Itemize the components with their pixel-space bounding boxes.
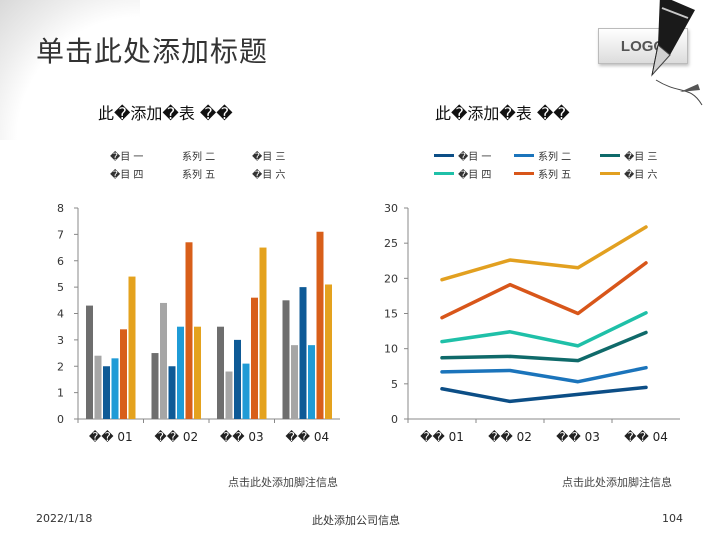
bar [120,329,127,419]
bar [225,371,233,419]
bar-chart-title[interactable]: 此�添加�表 �� [98,104,233,123]
legend-swatch [600,172,620,175]
legend-swatch [514,154,534,157]
bar-y-tick-label: 7 [57,228,64,241]
bar [185,242,193,419]
bar-y-tick-label: 8 [57,202,64,215]
bar [282,300,290,419]
line-chart-legend: �目 一 系列 二 �目 三 �目 四 系列 五 �目 六 [434,148,684,182]
legend-swatch [434,154,454,157]
page-curl-decoration [0,0,140,140]
line-y-tick-label: 15 [384,308,398,321]
bar [194,326,201,419]
bar [242,363,250,419]
bar [217,326,224,419]
line-legend-item-6: �目 六 [600,166,657,181]
series-line [440,365,648,384]
bar [168,366,176,419]
series-line [440,385,648,404]
bar [103,366,110,419]
bar [259,247,267,419]
bar-legend-item-4: �目 四 [110,170,144,181]
fountain-pen-icon [651,0,703,106]
line-chart[interactable]: 0 5 10 15 20 25 30 �� 01 �� 02 �� 03 �� 04 [370,195,690,455]
bar [177,326,184,419]
footer-page-number[interactable]: 104 [662,512,683,525]
line-x-tick-label: �� 04 [624,430,668,444]
bar-legend-item-5: 系列 五 [182,170,216,181]
line-y-tick-label: 10 [384,343,398,356]
footer-company[interactable]: 此处添加公司信息 [312,514,400,527]
bar [291,345,298,419]
bar-legend-item-6: �目 六 [252,170,286,181]
line-legend-item-1: �目 一 [434,148,491,163]
series-line [440,261,648,320]
bar [316,231,324,419]
line-y-tick-label: 25 [384,237,398,250]
line-x-tick-label: �� 03 [556,430,600,444]
bar-y-tick-label: 3 [57,334,64,347]
bar [160,302,167,419]
bar-y-tick-label: 2 [57,360,64,373]
legend-swatch [434,172,454,175]
bar [111,358,119,419]
bar [128,276,136,419]
bar-legend-item-2: 系列 二 [182,152,216,163]
bar [151,353,159,419]
bar-chart-legend: �目 一 系列 二 �目 三 �目 四 系列 五 �目 六 [110,148,310,182]
line-legend-item-2: 系列 二 [514,148,571,163]
bar-legend-item-3: �目 三 [252,152,286,163]
legend-swatch [514,172,534,175]
bar [234,339,241,419]
bar-legend-item-1: �目 一 [110,152,144,163]
bar [251,297,258,419]
line-x-tick-label: �� 01 [420,430,464,444]
bar-x-tick-label: �� 03 [220,430,264,444]
line-y-tick-label: 0 [391,413,398,426]
line-y-tick-label: 20 [384,272,398,285]
page-title[interactable]: 单击此处添加标题 [36,35,269,68]
line-x-tick-label: �� 02 [488,430,532,444]
line-chart-title[interactable]: 此�添加�表 �� [435,104,570,123]
bar-y-tick-label: 1 [57,387,64,400]
series-line [440,311,648,348]
bar-y-tick-label: 5 [57,281,64,294]
bar-y-tick-label: 6 [57,255,64,268]
bar-x-tick-label: �� 04 [285,430,329,444]
bar-chart-footnote[interactable]: 点击此处添加脚注信息 [228,476,338,489]
bar-chart[interactable]: 0 1 2 3 4 5 6 7 8 �� 01 �� 02 �� 03 �� 04 [40,195,350,455]
line-legend-item-3: �目 三 [600,148,657,163]
series-line [440,330,648,363]
bar [299,287,307,419]
logo-text: LOGO [620,37,666,55]
footer-date[interactable]: 2022/1/18 [36,512,93,525]
bar [308,345,315,419]
bar [94,355,102,419]
line-chart-footnote[interactable]: 点击此处添加脚注信息 [562,476,672,489]
bar-x-tick-label: �� 01 [89,430,133,444]
bar [86,305,93,419]
bar-y-tick-label: 4 [57,308,64,321]
series-line [440,225,648,282]
bar-y-tick-label: 0 [57,413,64,426]
line-legend-item-4: �目 四 [434,166,491,181]
line-y-tick-label: 30 [384,202,398,215]
line-y-tick-label: 5 [391,378,398,391]
line-legend-item-5: 系列 五 [514,166,571,181]
legend-swatch [600,154,620,157]
bar [325,284,332,419]
bar-x-tick-label: �� 02 [154,430,198,444]
